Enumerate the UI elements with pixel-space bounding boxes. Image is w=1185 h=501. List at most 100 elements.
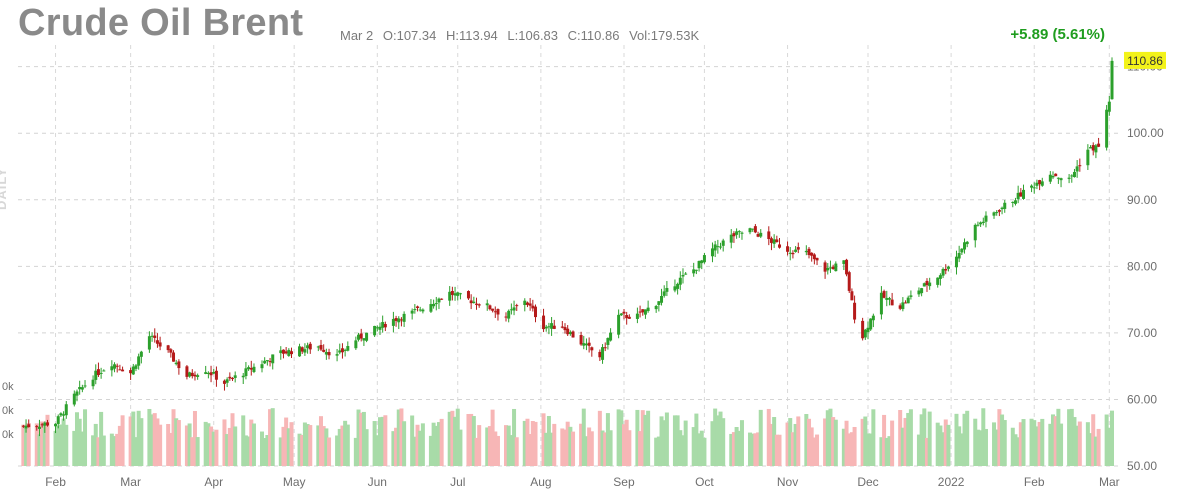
volume-bar [1096,428,1101,466]
volume-bar [260,431,265,466]
volume-bar [184,425,189,466]
volume-bar [852,426,857,466]
volume-bar [589,431,594,466]
candle-body [946,266,950,269]
candle-body [678,277,682,285]
candle-body [625,315,629,319]
volume-bar [522,420,527,466]
x-tick-label: Jul [450,475,465,489]
volume-bar [251,423,256,466]
candle-body [365,332,369,341]
candle-body [842,260,846,264]
candle-body [1038,180,1042,185]
volume-bar [624,419,629,466]
volume-bar [249,419,254,466]
candle-body [1019,192,1023,197]
volume-bar [308,425,313,466]
volume-bar [560,428,565,466]
x-tick-label: Oct [695,475,714,489]
volume-bar [190,437,195,466]
candle-body [552,325,556,329]
candle-body [992,212,996,216]
candle-body [1105,109,1109,148]
candle-body [898,305,902,309]
candle-body [1054,173,1058,177]
candle-body [920,288,924,294]
volume-bar [1088,433,1093,466]
volume-bar [485,427,490,466]
candle-body [40,424,44,426]
stat-date: Mar 2 [340,28,374,43]
candle-body [582,343,586,346]
candle-body [584,343,588,346]
volume-bar [26,423,31,466]
volume-bar [640,410,645,466]
candle-body [1011,201,1015,203]
candle-body [684,273,688,275]
candle-body [24,425,28,429]
candle-body [525,302,529,305]
candle-body [622,311,626,314]
volume-bar [882,414,887,466]
candle-body [118,369,122,371]
candle-body [99,372,103,374]
candle-body [147,336,151,350]
candle-body [866,327,870,333]
volume-bar [756,432,761,466]
volume-bar [37,434,42,466]
volume-bar [581,408,586,466]
candle-body [209,372,213,376]
candle-body [488,305,492,310]
candle-body [249,367,253,370]
candle-body [322,349,326,352]
candle-body [391,318,395,326]
candle-body [137,356,141,366]
candle-body [960,248,964,253]
candle-body [906,297,910,304]
volume-bar [490,409,495,466]
candle-body [316,346,320,348]
volume-bar [477,425,482,466]
volume-bar [922,408,927,466]
candle-body [941,268,945,276]
volume-bar [860,418,865,466]
candle-body [807,248,811,256]
candle-body [772,239,776,244]
candle-body [64,404,68,416]
candle-body [1051,176,1055,178]
volume-bar [487,426,492,466]
candle-body [1086,149,1090,166]
candle-body [96,369,100,376]
candle-body [1110,60,1114,100]
candle-body [786,246,790,252]
volume-bar [270,408,275,466]
candle-body [976,224,980,226]
candle-body [826,267,830,271]
candle-body [340,348,344,353]
volume-bar [552,423,557,466]
volume-bar [737,430,742,466]
volume-bar [109,433,114,466]
volume-bar [74,412,79,466]
candle-body [453,293,457,296]
volume-bar [327,437,332,466]
candle-body [957,253,961,259]
volume-tick-label: 0k [2,429,14,441]
volume-bar [297,433,302,466]
volume-bar [729,433,734,466]
candle-body [748,228,752,233]
candle-body [812,254,816,260]
volume-bar [844,420,849,466]
volume-bar [174,418,179,466]
x-tick-label: Dec [857,475,878,489]
candle-body [56,416,60,424]
volume-bar [504,425,509,466]
x-tick-label: Sep [613,475,635,489]
candle-body [1072,171,1076,178]
candle-body [206,372,210,374]
volume-bar [546,415,551,466]
candle-body [847,272,851,291]
volume-bar [680,435,685,466]
volume-bar [528,433,533,466]
